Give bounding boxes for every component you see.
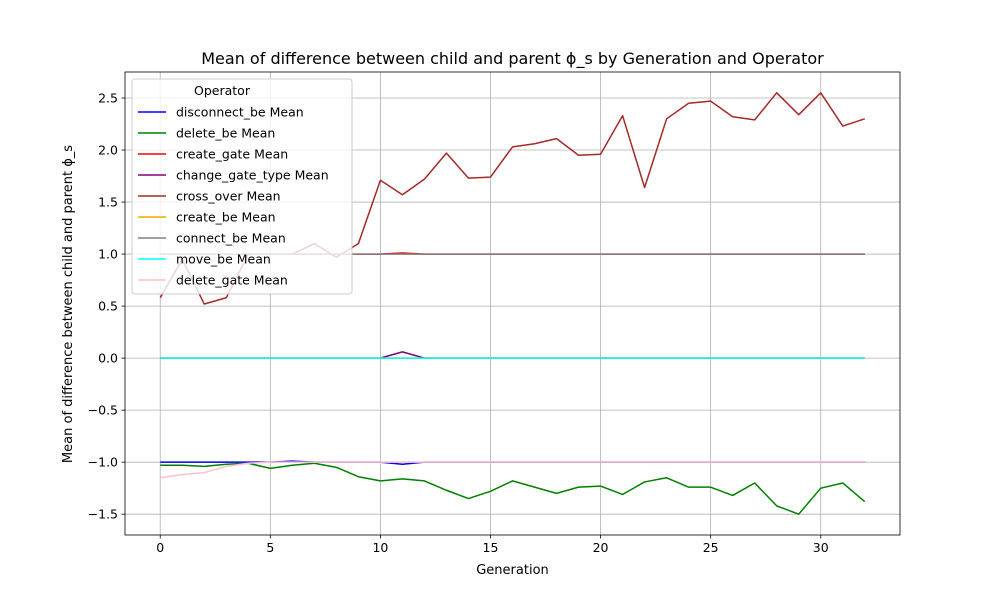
- legend-entry: cross_over Mean: [176, 189, 281, 204]
- legend-entry: delete_be Mean: [176, 126, 275, 141]
- legend-entry: change_gate_type Mean: [176, 168, 329, 183]
- x-tick-label: 15: [483, 540, 499, 555]
- y-tick-label: 1.5: [98, 195, 118, 210]
- legend-entry: connect_be Mean: [176, 231, 286, 246]
- legend-title: Operator: [194, 83, 251, 98]
- y-tick-label: 2.0: [98, 143, 118, 158]
- y-tick-label: −1.0: [88, 455, 118, 470]
- x-tick-label: 5: [266, 540, 274, 555]
- plot-area: 0 5 10 15 20 25 30 −1.5 −1.0 −0.5 0.0 0.5 1.0 1.5 2.0 2…: [88, 71, 901, 555]
- legend-entry: move_be Mean: [176, 252, 271, 267]
- axes-frame: [124, 71, 901, 536]
- x-tick-label: 0: [156, 540, 164, 555]
- x-tick-label: 30: [813, 540, 829, 555]
- chart-title: Mean of difference between child and par…: [201, 49, 824, 69]
- legend-entry: delete_gate Mean: [176, 273, 288, 288]
- legend-entry: disconnect_be Mean: [176, 105, 304, 120]
- x-tick-label: 10: [372, 540, 388, 555]
- y-tick-label: 1.0: [98, 247, 118, 262]
- series-line-delete-be-mean: [160, 462, 866, 515]
- y-tick-label: −1.5: [88, 507, 118, 522]
- legend-entry: create_gate Mean: [176, 147, 288, 162]
- y-tick-label: 0.0: [98, 351, 118, 366]
- x-tick-label: 20: [593, 540, 609, 555]
- legend: Operator disconnect_be Mean delete_be Mean…: [131, 78, 353, 295]
- y-axis-label: Mean of difference between child and par…: [61, 145, 76, 463]
- x-axis-label: Generation: [476, 563, 549, 578]
- legend-box: [131, 78, 353, 295]
- series-line-delete-gate-mean: [160, 461, 865, 479]
- y-tick-label: −0.5: [88, 403, 118, 418]
- y-tick-label: 2.5: [98, 91, 118, 106]
- y-tick-label: 0.5: [98, 299, 118, 314]
- legend-entry: create_be Mean: [176, 210, 276, 225]
- x-tick-label: 25: [703, 540, 719, 555]
